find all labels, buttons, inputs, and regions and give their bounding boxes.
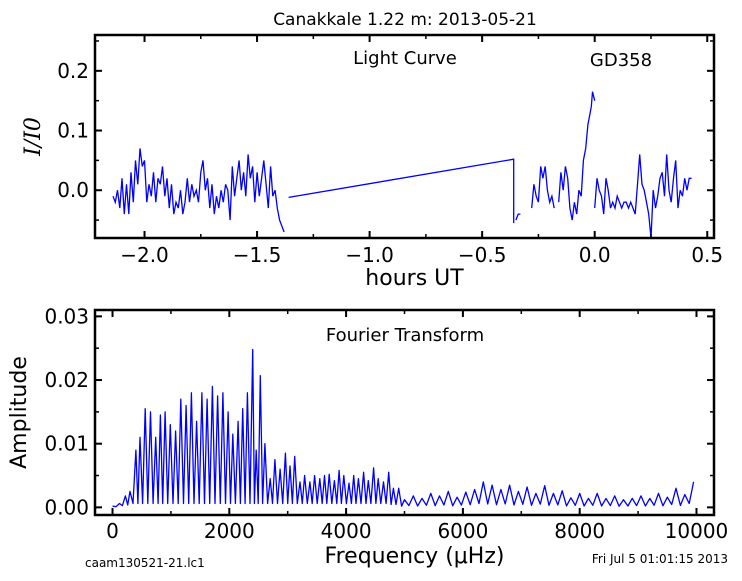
light-curve-segment-5 [594, 154, 692, 238]
x-tick-label: −1.0 [345, 243, 394, 267]
x-tick-label: 6000 [437, 519, 488, 543]
x-tick-label: −2.0 [120, 243, 169, 267]
fourier-spectrum-line [112, 348, 695, 508]
y-tick-label: 0.00 [44, 495, 89, 519]
x-tick-label: 0.0 [579, 243, 611, 267]
data-lines [112, 91, 692, 238]
x-tick-label: 10000 [665, 519, 729, 543]
x-tick-label: 0.5 [691, 243, 723, 267]
light-curve-segment-1 [288, 158, 515, 224]
y-axis-label: Amplitude [7, 356, 32, 469]
x-tick-label: 4000 [321, 519, 372, 543]
footer-timestamp: Fri Jul 5 01:01:15 2013 [592, 552, 728, 566]
light-curve-panel: −2.0 −1.5 −1.0 −0.5 0.0 0.5 0.0 0.1 0.2 Light Cur… [21, 33, 723, 291]
fourier-transform-panel: 0 2000 4000 6000 8000 10000 0.00 0.01 0.02 0.03 Fo… [7, 304, 728, 569]
x-axis-label: Frequency (μHz) [325, 544, 505, 569]
footer-filename: caam130521-21.lc1 [85, 556, 205, 570]
y-axis-label: I/I0 [21, 117, 46, 157]
panel-title: Fourier Transform [326, 325, 484, 346]
figure-title: Canakkale 1.22 m: 2013-05-21 [273, 10, 537, 30]
light-curve-segment-0 [112, 148, 285, 233]
y-tick-label: 0.01 [44, 432, 89, 456]
star-name-label: GD358 [590, 50, 652, 71]
y-tick-label: 0.03 [44, 304, 89, 328]
light-curve-segment-2 [515, 213, 521, 221]
axes-frame [93, 33, 716, 240]
light-curve-segment-3 [531, 166, 555, 209]
x-tick-label: 2000 [204, 519, 255, 543]
y-tick-label: 0.0 [57, 178, 89, 202]
x-tick-label: −1.5 [233, 243, 282, 267]
x-tick-label: −0.5 [458, 243, 507, 267]
light-curve-segment-4 [558, 91, 596, 221]
data-lines [112, 348, 695, 508]
y-tick-label: 0.1 [57, 119, 89, 143]
x-axis-label: hours UT [365, 266, 464, 291]
y-tick-label: 0.02 [44, 368, 89, 392]
panel-title: Light Curve [353, 48, 457, 69]
x-tick-label: 8000 [554, 519, 605, 543]
y-tick-label: 0.2 [57, 59, 89, 83]
x-tick-label: 0 [106, 519, 119, 543]
